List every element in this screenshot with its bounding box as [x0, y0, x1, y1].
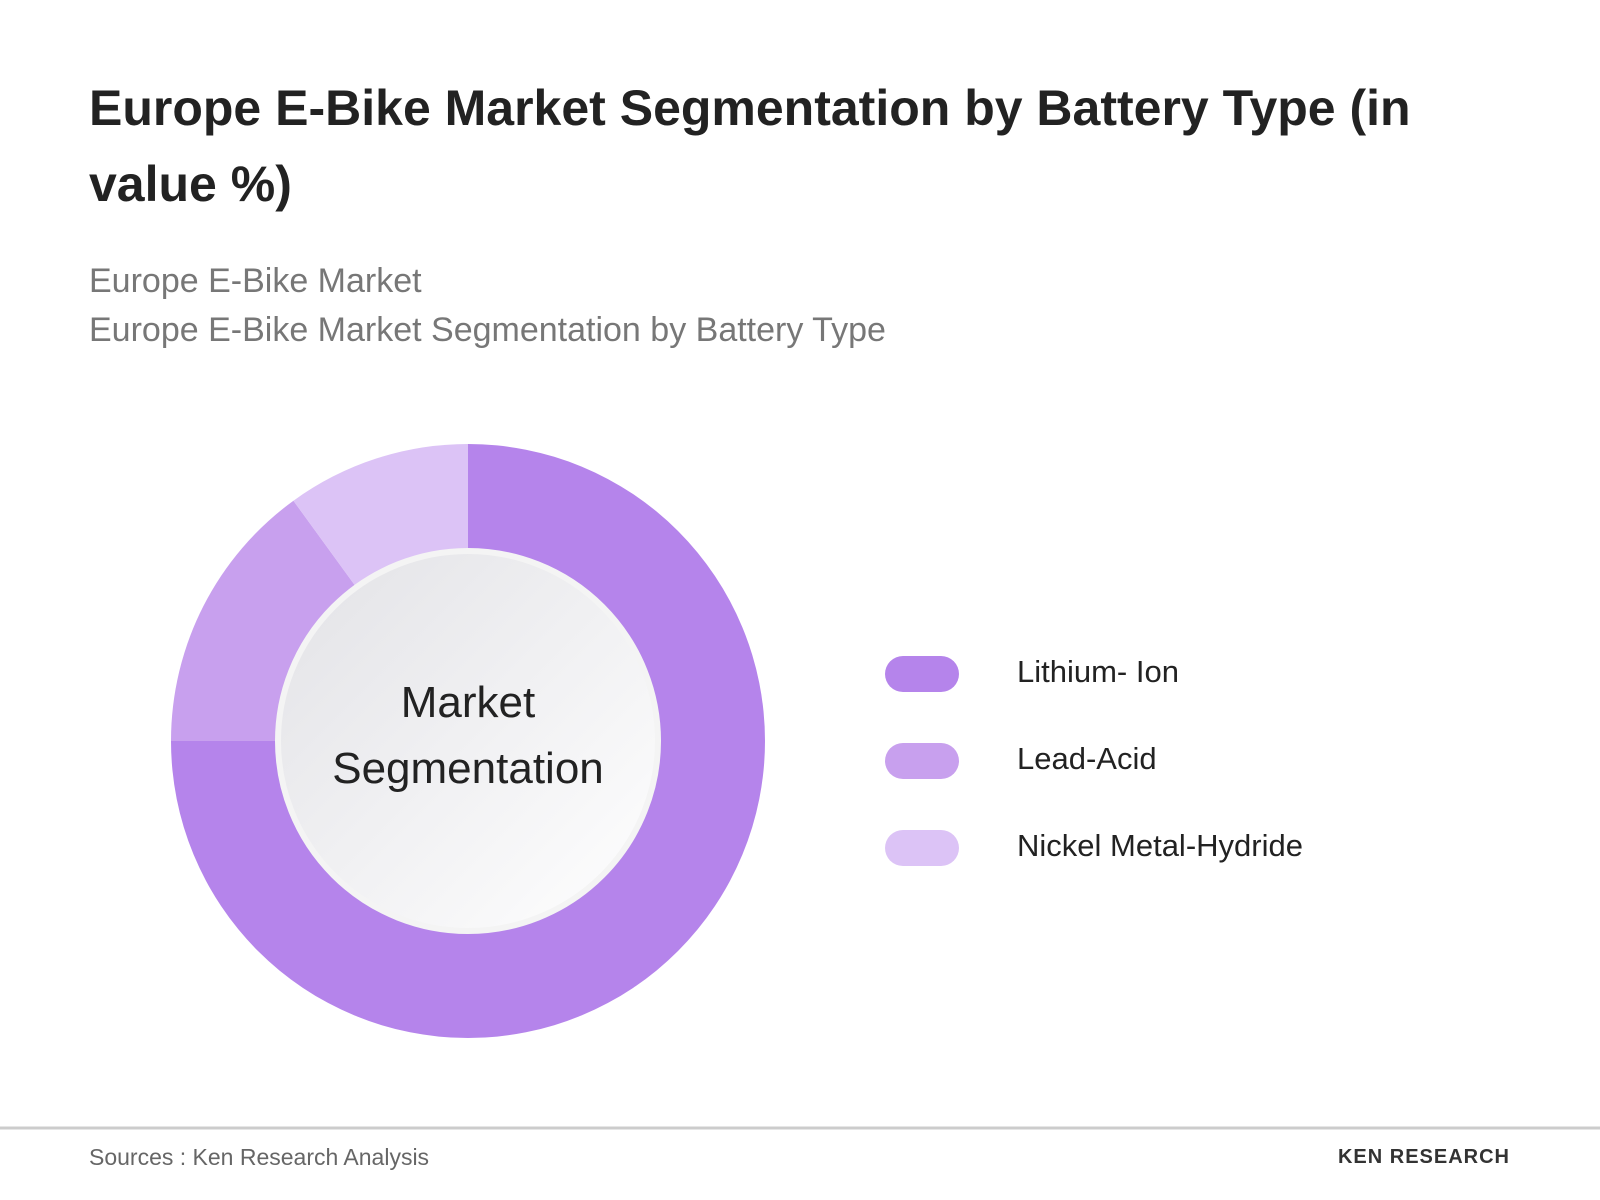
source: Sources : Ken Research Analysis [89, 1144, 430, 1170]
logo: KEN RESEARCH [1337, 1146, 1510, 1168]
legend-label: Nickel Metal-Hydride [1017, 828, 1303, 863]
legend-swatch [885, 830, 959, 866]
donut-hole [275, 548, 661, 934]
legend-label: Lead-Acid [1017, 741, 1157, 776]
center-label: Market Segmentation [332, 678, 604, 793]
subtitle: Europe E-Bike Market [89, 262, 422, 300]
subtitle: Europe E-Bike Market Segmentation by Bat… [89, 311, 886, 349]
chart-title: Europe E-Bike Market Segmentation by Bat… [89, 80, 1411, 212]
legend-swatch [885, 743, 959, 779]
legend-label: Lithium- Ion [1017, 654, 1179, 689]
legend-swatch [885, 656, 959, 692]
